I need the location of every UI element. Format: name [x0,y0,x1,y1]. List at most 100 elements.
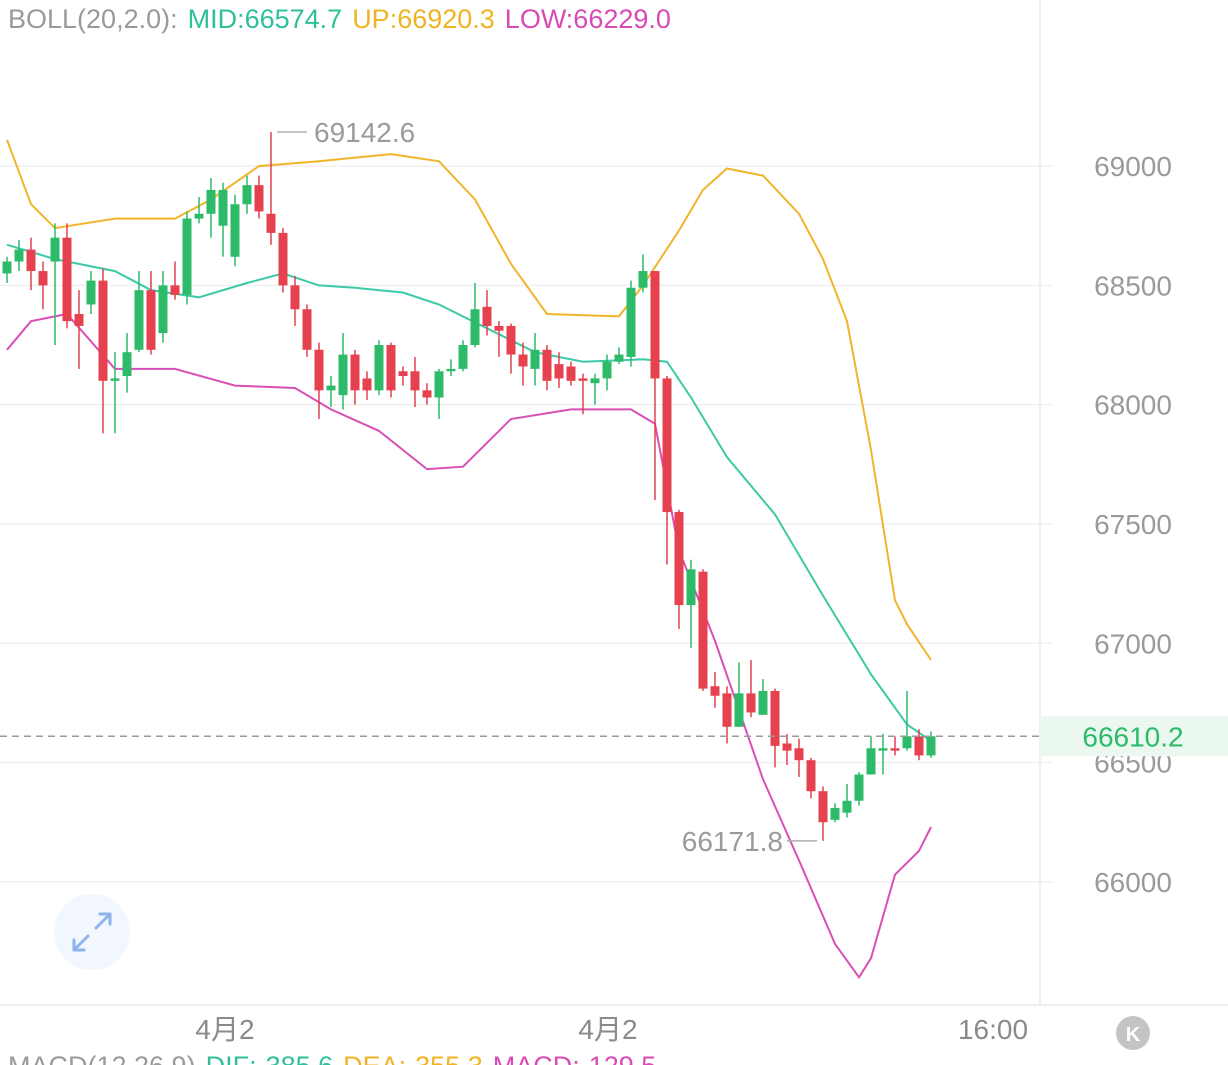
candle-body [2,261,12,274]
candle-body [266,213,276,233]
candle-body [650,271,660,379]
candle-body [842,800,852,813]
y-tick-label: 67500 [1094,509,1172,540]
candle-body [410,371,420,391]
candle-body [578,378,588,381]
candle-body [218,189,228,226]
current-price-box [1040,716,1228,757]
candle-body [590,378,600,384]
candle-body [146,290,156,350]
candle-body [314,349,324,391]
high-marker-label: 69142.6 [314,117,415,148]
candle-body [230,204,240,257]
candle-body [422,390,432,398]
candle-body [530,349,540,369]
candle-body [566,366,576,381]
candle-body [878,748,888,751]
candle-body [62,237,72,322]
candle-body [206,189,216,214]
legend-item: BOLL(20,2.0): [8,4,178,34]
x-tick-label: 4月2 [195,1014,254,1045]
candle-body [818,791,828,823]
candle-body [290,285,300,310]
legend-item: LOW:66229.0 [505,4,671,34]
candle-body [686,569,696,606]
candle-body [362,378,372,391]
candle-body [902,736,912,749]
candle-body [710,686,720,696]
k-button-icon[interactable]: K [1126,1024,1141,1046]
legend-item: MACD(12,26,9) [8,1051,196,1065]
legend-item: MID:66574.7 [188,4,343,34]
candle-body [482,306,492,326]
y-tick-label: 67000 [1094,628,1172,659]
candle-body [830,807,840,820]
y-tick-label: 68500 [1094,270,1172,301]
candle-body [914,736,924,756]
candle-body [674,512,684,606]
candle-body [854,774,864,801]
legend-item: DIF:-385.6 [206,1051,334,1065]
candle-body [698,571,708,689]
candle-body [158,285,168,334]
candle-body [242,185,252,205]
candle-body [50,237,60,262]
candle-body [134,290,144,350]
candle-body [554,364,564,379]
expand-button[interactable] [54,894,130,970]
legend-item: MACD:-129.5 [493,1051,657,1065]
candle-body [350,354,360,391]
y-tick-label: 68000 [1094,390,1172,421]
legend: MACD(12,26,9) DIF:-385.6 DEA:-355.3 MACD:-1… [8,1051,656,1065]
candle-body [374,345,384,391]
candle-body [866,748,876,775]
candle-body [446,368,456,372]
candle-body [890,748,900,751]
candle-body [434,371,444,398]
candle-body [38,271,48,286]
candle-body [626,287,636,357]
expand-icon[interactable] [72,912,112,952]
candle-body [638,271,648,288]
band-line [6,139,932,661]
candle-body [662,378,672,513]
legend-item: UP:66920.3 [352,4,495,34]
expand-button-bg[interactable] [54,894,130,970]
candle-body [746,693,756,713]
candle-body [806,760,816,792]
candle-body [110,378,120,381]
k-button[interactable]: K [1116,1016,1150,1050]
candle-body [326,385,336,391]
low-marker-label: 66171.8 [682,826,783,857]
candle-body [506,325,516,355]
y-tick-label: 66000 [1094,867,1172,898]
candle-body [470,309,480,346]
candle-body [338,354,348,396]
candle-body [518,354,528,367]
candle-body [302,309,312,350]
candle-body [278,232,288,286]
band-line [6,312,932,980]
y-tick-label: 69000 [1094,151,1172,182]
candle-body [98,280,108,381]
candle-body [782,743,792,751]
candle-body [182,218,192,295]
band-line [6,243,932,742]
x-tick-label: 16:00 [958,1014,1028,1045]
candle-body [398,371,408,377]
current-price-label: 66610.2 [1082,721,1183,752]
candle-body [722,693,732,727]
k-button-bg[interactable] [1116,1016,1150,1050]
candle-body [122,352,132,377]
candle-body [494,325,504,331]
x-tick-label: 4月2 [578,1014,637,1045]
candle-body [458,345,468,369]
candle-body [170,285,180,295]
candle-body [734,693,744,727]
candle-body [926,736,936,756]
legend-item: DEA:-355.3 [343,1051,483,1065]
candle-body [194,213,204,219]
candle-body [758,690,768,715]
candle-body [254,185,264,212]
